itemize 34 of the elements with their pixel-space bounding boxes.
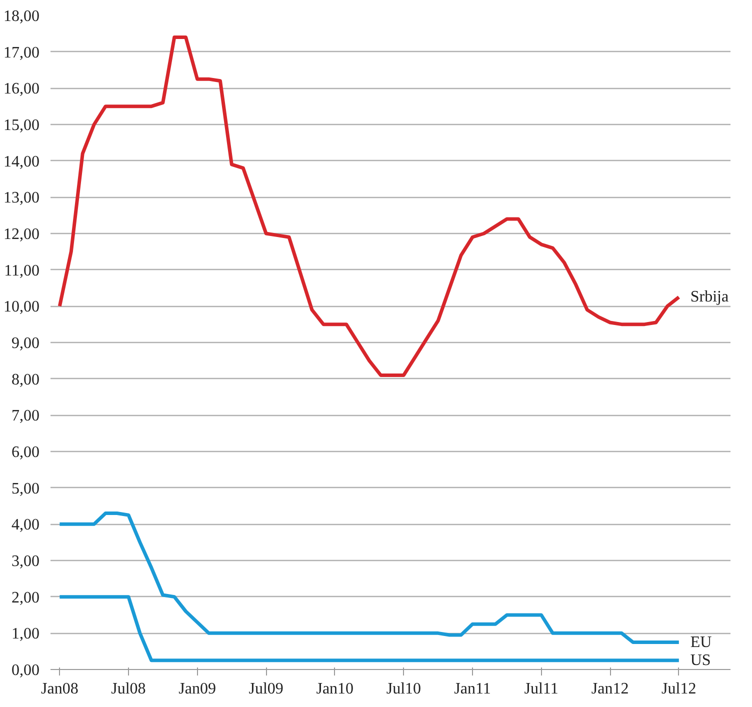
- x-tick-label: Jul12: [662, 680, 696, 698]
- x-tick-label: Jan11: [454, 680, 491, 698]
- x-tick-label: Jul11: [524, 680, 558, 698]
- line-series: [58, 36, 681, 377]
- series-label: US: [690, 652, 711, 669]
- y-tick-label: 3,00: [12, 553, 40, 570]
- x-tick-label: Jan08: [41, 680, 78, 698]
- y-tick-label: 7,00: [12, 408, 40, 425]
- x-tick-label: Jul10: [386, 680, 422, 698]
- y-tick-label: 9,00: [12, 335, 40, 352]
- x-tick-label: Jan09: [178, 680, 216, 698]
- series-label: Srbija: [690, 288, 729, 306]
- x-tick-label: Jul08: [111, 680, 146, 698]
- y-tick-label: 4,00: [12, 516, 40, 534]
- y-tick-label: 1,00: [12, 626, 40, 643]
- y-tick-label: 11,00: [4, 262, 40, 280]
- y-tick-label: 13,00: [4, 190, 40, 207]
- y-tick-label: 14,00: [4, 153, 40, 170]
- y-tick-label: 2,00: [12, 589, 40, 606]
- y-tick-label: 17,00: [4, 44, 40, 62]
- series-label: EU: [690, 634, 712, 651]
- y-tick-label: 10,00: [4, 298, 40, 316]
- y-tick-label: 6,00: [12, 444, 40, 461]
- y-tick-label: 8,00: [12, 371, 40, 388]
- y-tick-label: 15,00: [4, 117, 40, 134]
- y-tick-label: 16,00: [4, 80, 40, 98]
- x-tick-label: Jan10: [316, 680, 354, 698]
- y-tick-label: 12,00: [4, 226, 40, 243]
- x-tick-label: Jul09: [248, 680, 284, 698]
- x-tick-label: Jan12: [591, 680, 629, 698]
- y-tick-label: 5,00: [12, 480, 40, 498]
- y-tick-label: 0,00: [12, 662, 40, 679]
- line-series: [58, 512, 681, 644]
- y-tick-label: 18,00: [4, 8, 40, 25]
